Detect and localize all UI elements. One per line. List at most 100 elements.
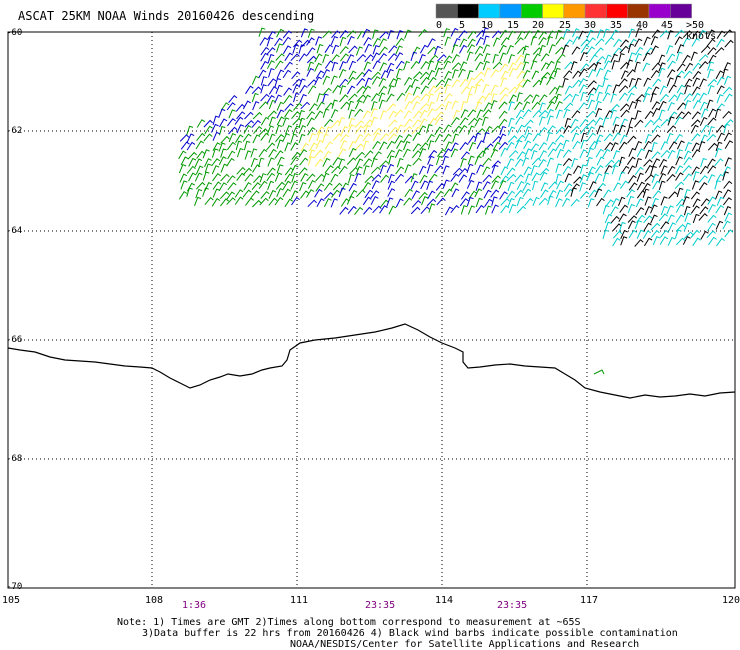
wind-barb — [434, 126, 443, 136]
wind-barb — [651, 197, 659, 207]
wind-barb — [290, 133, 298, 143]
wind-barb — [363, 124, 371, 135]
wind-barb — [322, 133, 329, 144]
wind-barb — [418, 148, 427, 158]
wind-barb — [570, 125, 580, 134]
wind-barb — [420, 206, 430, 215]
map-frame — [7, 31, 736, 589]
legend-label-20: 20 — [532, 20, 545, 31]
wind-barb — [708, 236, 717, 246]
wind-barb — [427, 69, 436, 80]
wind-barb — [556, 148, 564, 159]
wind-barb — [403, 197, 413, 206]
wind-barb — [514, 37, 524, 45]
wind-barb — [723, 206, 732, 216]
wind-barb — [707, 174, 716, 184]
wind-barb — [634, 119, 644, 128]
wind-barb — [491, 196, 498, 206]
wind-barb — [260, 93, 270, 102]
wind-barb — [212, 142, 221, 152]
wind-barb — [298, 133, 306, 144]
wind-barb — [437, 54, 447, 62]
wind-barb — [628, 28, 636, 39]
wind-barb — [346, 85, 356, 95]
wind-barb — [219, 118, 228, 128]
wind-barb — [546, 108, 554, 118]
wind-barb — [276, 109, 285, 119]
wind-barb — [548, 181, 558, 190]
legend-label-30: 30 — [584, 20, 597, 31]
wind-barb — [428, 173, 438, 182]
wind-barb — [618, 92, 628, 101]
wind-barb — [699, 116, 708, 126]
wind-barb — [698, 92, 708, 102]
wind-barb — [307, 85, 317, 94]
wind-barb — [290, 164, 299, 174]
wind-barb — [482, 27, 489, 37]
wind-barb — [362, 28, 371, 38]
wind-barb — [195, 140, 205, 150]
wind-barb — [652, 158, 661, 168]
wind-barb — [652, 236, 661, 246]
wind-barb — [244, 119, 255, 128]
wind-barb — [402, 148, 411, 158]
wind-barb — [706, 230, 716, 239]
wind-barb — [475, 204, 485, 214]
wind-barb — [700, 134, 708, 144]
wind-barb — [244, 173, 254, 182]
lat-label-62: -62 — [6, 126, 23, 136]
wind-barb — [498, 180, 507, 190]
wind-barb — [299, 181, 307, 192]
wind-barb — [349, 189, 358, 199]
wind-barb — [275, 124, 283, 135]
wind-barb — [242, 189, 252, 198]
wind-barb — [587, 62, 597, 71]
wind-barb — [540, 53, 550, 62]
wind-barb — [563, 93, 573, 101]
wind-barb — [596, 29, 604, 39]
wind-barb — [675, 214, 685, 223]
wind-barb — [642, 188, 650, 198]
wind-barb — [700, 230, 709, 240]
wind-barb — [467, 155, 475, 165]
wind-barb — [660, 196, 668, 206]
legend-color-box — [435, 3, 458, 19]
wind-barb — [371, 101, 378, 111]
wind-barb — [716, 38, 725, 48]
wind-barb — [555, 85, 563, 95]
wind-barb — [613, 38, 622, 48]
wind-barb — [523, 166, 532, 176]
wind-barb — [579, 149, 588, 159]
wind-barb — [650, 222, 661, 231]
wind-barb — [474, 117, 483, 127]
wind-barb — [658, 180, 666, 191]
wind-barb — [460, 205, 468, 215]
wind-barb — [683, 150, 692, 160]
wind-barb — [315, 183, 325, 192]
wind-barb — [259, 37, 268, 46]
wind-barb — [580, 132, 588, 143]
wind-barb — [460, 109, 469, 119]
wind-barb — [434, 116, 444, 126]
lat-label-68: -68 — [6, 454, 23, 464]
wind-barb — [714, 180, 721, 190]
wind-barb — [667, 236, 676, 246]
wind-barb — [554, 67, 561, 78]
wind-barb — [587, 126, 595, 136]
wind-barb — [466, 93, 473, 103]
wind-barb — [602, 229, 610, 240]
wind-barb — [450, 148, 459, 158]
wind-barb — [563, 108, 571, 119]
wind-barb — [698, 54, 709, 62]
wind-barb — [683, 205, 691, 216]
wind-barb — [507, 181, 515, 192]
wind-barb — [667, 60, 676, 69]
wind-barb — [252, 111, 263, 120]
wind-barb — [634, 110, 642, 120]
wind-barb — [444, 206, 454, 216]
wind-barb — [322, 53, 329, 64]
wind-barb — [676, 44, 685, 54]
wind-barb — [306, 47, 316, 56]
wind-barb — [435, 190, 444, 199]
wind-barb — [386, 140, 395, 150]
